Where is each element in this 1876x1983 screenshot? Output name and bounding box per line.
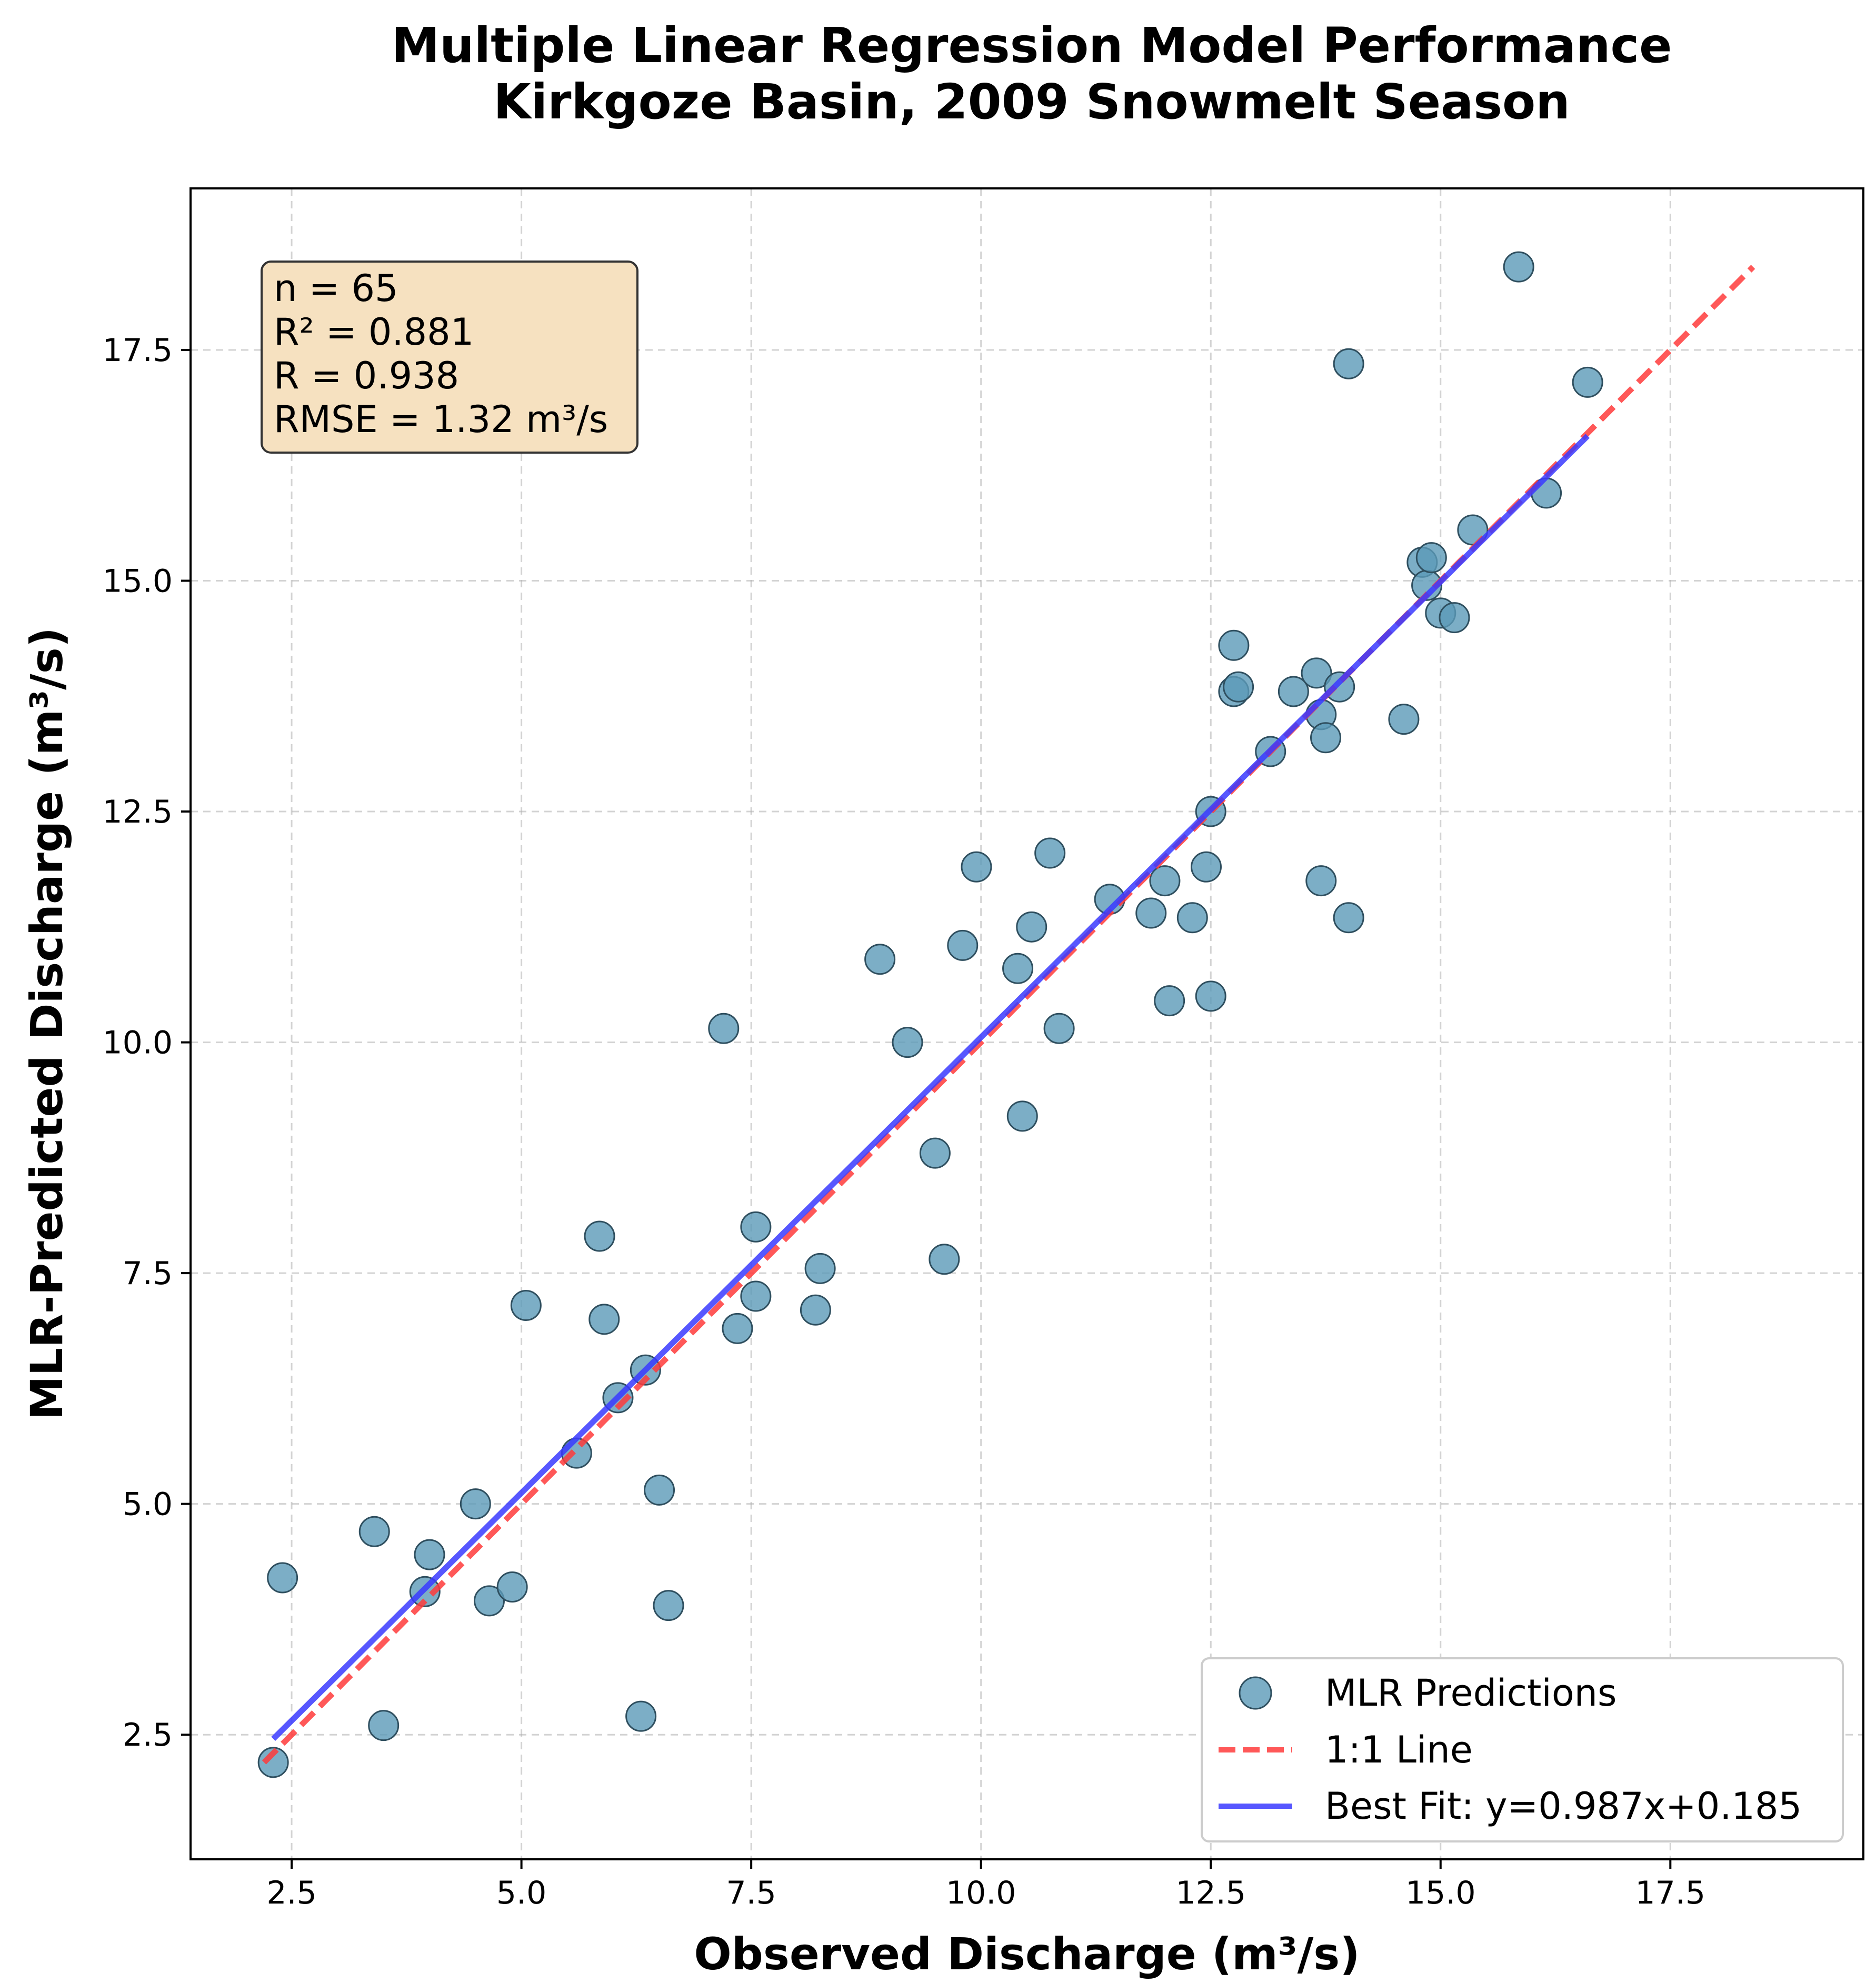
x-axis-label: Observed Discharge (m³/s) — [694, 1928, 1360, 1980]
scatter-point — [1002, 953, 1034, 984]
best-fit-line — [271, 434, 1590, 1741]
scatter-point — [1006, 1100, 1038, 1132]
line-series-group — [262, 265, 1755, 1765]
scatter-point — [1223, 671, 1254, 703]
scatter-point — [625, 1700, 657, 1732]
scatter-point — [1149, 865, 1181, 897]
x-tick-label: 15.0 — [1405, 1875, 1476, 1911]
y-axis-ticks: 2.5 5.0 7.5 10.0 12.5 15.0 17.5 — [102, 332, 191, 1754]
scatter-point — [1016, 911, 1047, 943]
scatter-point — [722, 1313, 753, 1344]
scatter-points-group — [257, 251, 1603, 1778]
x-tick-label: 7.5 — [726, 1875, 776, 1911]
x-tick-label: 5.0 — [496, 1875, 546, 1911]
scatter-point — [1310, 722, 1341, 754]
scatter-point — [1191, 851, 1222, 883]
scatter-point — [496, 1571, 528, 1603]
legend-marker-predictions — [1239, 1676, 1272, 1710]
scatter-point — [644, 1474, 675, 1506]
scatter-point — [864, 944, 896, 975]
stats-r-squared: R² = 0.881 — [274, 311, 474, 354]
legend-label-best-fit: Best Fit: y=0.987x+0.185 — [1325, 1785, 1802, 1828]
scatter-point — [1503, 251, 1534, 283]
scatter-point — [584, 1220, 615, 1252]
identity-line — [262, 265, 1755, 1765]
scatter-point — [257, 1747, 289, 1778]
scatter-point — [1305, 865, 1337, 897]
x-tick-label: 2.5 — [266, 1875, 316, 1911]
legend-label-predictions: MLR Predictions — [1325, 1671, 1617, 1715]
scatter-point — [653, 1590, 684, 1621]
stats-rmse: RMSE = 1.32 m³/s — [274, 398, 608, 441]
chart-title-line2: Kirkgoze Basin, 2009 Snowmelt Season — [493, 74, 1570, 130]
scatter-point — [947, 929, 979, 961]
scatter-point — [740, 1211, 772, 1243]
stats-n: n = 65 — [274, 267, 398, 310]
scatter-point — [414, 1539, 445, 1570]
scatter-point — [460, 1488, 491, 1520]
scatter-point — [1154, 985, 1185, 1017]
scatter-point — [708, 1013, 740, 1044]
y-tick-label: 7.5 — [123, 1255, 173, 1292]
scatter-point — [1388, 704, 1420, 735]
scatter-point — [1195, 980, 1226, 1012]
scatter-point — [804, 1253, 836, 1284]
scatter-point — [961, 851, 992, 883]
legend-background — [1201, 1657, 1844, 1842]
stats-box: n = 65 R² = 0.881 R = 0.938 RMSE = 1.32 … — [261, 261, 638, 454]
stats-r: R = 0.938 — [274, 354, 459, 397]
scatter-point — [1439, 602, 1470, 634]
scatter-point — [358, 1516, 390, 1547]
y-axis-label: MLR-Predicted Discharge (m³/s) — [21, 627, 73, 1420]
grid-lines — [191, 188, 1863, 1859]
y-tick-label: 17.5 — [102, 332, 173, 369]
y-tick-label: 2.5 — [123, 1717, 173, 1754]
scatter-point — [1043, 1013, 1075, 1044]
scatter-point — [1034, 837, 1066, 869]
x-tick-label: 17.5 — [1635, 1875, 1706, 1911]
x-tick-label: 10.0 — [946, 1875, 1016, 1911]
scatter-point — [561, 1437, 592, 1469]
y-tick-label: 15.0 — [102, 563, 173, 600]
x-axis-ticks: 2.5 5.0 7.5 10.0 12.5 15.0 17.5 — [266, 1859, 1705, 1911]
scatter-point — [1333, 348, 1364, 379]
y-tick-label: 5.0 — [123, 1486, 173, 1523]
x-tick-label: 12.5 — [1175, 1875, 1246, 1911]
scatter-point — [1301, 657, 1332, 689]
scatter-point — [919, 1137, 951, 1169]
legend-label-identity-line: 1:1 Line — [1325, 1728, 1473, 1771]
scatter-point — [267, 1562, 298, 1594]
scatter-point — [1218, 629, 1250, 661]
y-tick-label: 12.5 — [102, 794, 173, 830]
plot-frame — [189, 187, 1864, 1860]
scatter-point — [474, 1585, 505, 1617]
scatter-point — [800, 1294, 831, 1326]
scatter-point — [1415, 542, 1447, 574]
scatter-point — [740, 1280, 772, 1312]
scatter-point — [1176, 902, 1208, 934]
legend: MLR Predictions 1:1 Line Best Fit: y=0.9… — [1201, 1657, 1844, 1842]
scatter-point — [1278, 676, 1309, 707]
chart-title-line1: Multiple Linear Regression Model Perform… — [392, 17, 1672, 74]
scatter-point — [1135, 897, 1167, 929]
scatter-point — [1333, 902, 1364, 934]
scatter-point — [588, 1304, 620, 1335]
scatter-point — [1572, 366, 1603, 398]
y-tick-label: 10.0 — [102, 1025, 173, 1061]
scatter-point — [1324, 671, 1355, 703]
scatter-point — [892, 1027, 923, 1058]
scatter-point — [510, 1290, 542, 1321]
scatter-point — [368, 1710, 400, 1741]
scatter-point — [929, 1244, 960, 1275]
stats-box-background — [261, 261, 638, 454]
